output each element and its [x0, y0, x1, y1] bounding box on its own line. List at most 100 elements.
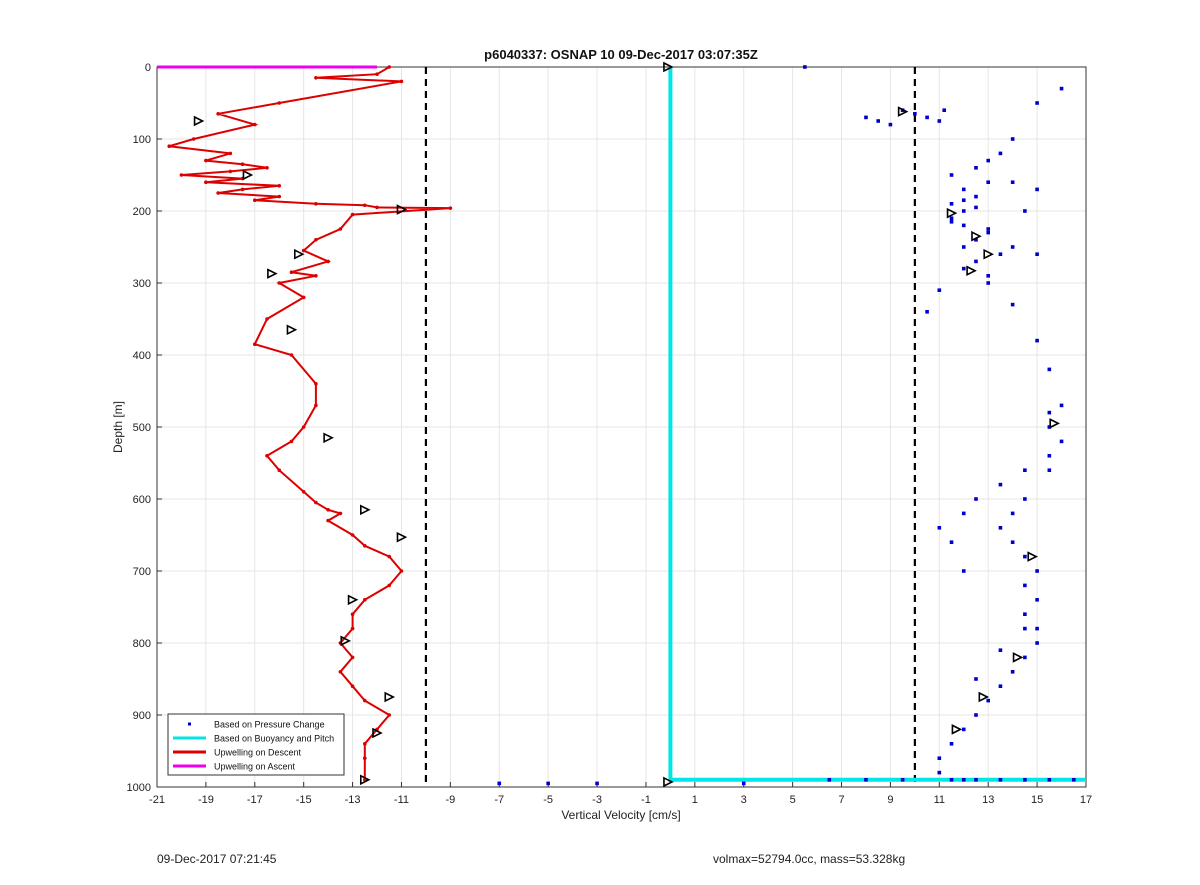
pressure-point [998, 252, 1003, 256]
legend-label: Based on Buoyancy and Pitch [214, 734, 334, 744]
series-buoyancy-line [668, 67, 1086, 782]
pressure-point [1023, 554, 1027, 559]
pressure-point [942, 108, 947, 112]
pressure-point [1035, 252, 1039, 256]
profile-marker [396, 204, 408, 215]
profile-marker [372, 727, 383, 739]
pressure-point [986, 698, 991, 703]
descent-point [289, 439, 294, 444]
pressure-point [827, 778, 832, 782]
x-tick-label: -13 [345, 794, 361, 806]
descent-point [350, 684, 355, 688]
descent-point [252, 342, 257, 347]
pressure-point [961, 198, 966, 202]
descent-point [314, 500, 318, 505]
y-tick-label: 800 [133, 638, 151, 650]
pressure-point [1023, 612, 1027, 616]
descent-point [338, 511, 343, 516]
series-descent-line [168, 66, 451, 780]
y-axis: 0 100 200 300 400 500 600 700 800 900 1000 [127, 62, 162, 794]
descent-point [350, 626, 355, 631]
pressure-point [961, 187, 966, 192]
x-axis: -21 -19 -17 -15 -13 -11 -9 -7 -5 -3 -1 1 3 5 7 9 11 13 15 1… [149, 782, 1092, 806]
pressure-point [1010, 540, 1015, 544]
pressure-point [974, 194, 978, 199]
descent-point [338, 670, 343, 674]
pressure-point [1023, 655, 1027, 660]
profile-marker [971, 230, 982, 242]
descent-point [350, 612, 355, 616]
descent-point [301, 295, 306, 300]
profile-marker [360, 504, 371, 516]
pressure-point [974, 205, 978, 210]
pressure-point [1047, 367, 1052, 372]
profile-marker [978, 691, 990, 703]
profile-marker [347, 594, 359, 606]
descent-point [363, 598, 367, 602]
descent-point [167, 144, 172, 148]
pressure-point [986, 158, 991, 163]
descent-point [387, 713, 392, 717]
x-tick-label: 9 [887, 794, 893, 806]
x-tick-label: -1 [641, 794, 651, 806]
footer-info: volmax=52794.0cc, mass=53.328kg [713, 852, 906, 866]
descent-point [301, 248, 306, 253]
pressure-point [961, 727, 966, 732]
profile-marker [663, 61, 674, 73]
pressure-point [925, 115, 929, 120]
x-tick-label: -7 [494, 794, 504, 806]
pressure-point [1023, 778, 1027, 782]
pressure-point [937, 119, 942, 123]
descent-point [375, 205, 379, 210]
x-tick-label: -11 [394, 794, 409, 806]
pressure-point [961, 511, 966, 516]
descent-point [191, 137, 196, 141]
descent-point [326, 259, 330, 264]
pressure-point [900, 778, 905, 782]
pressure-point [998, 526, 1003, 530]
pressure-point [595, 781, 599, 786]
pressure-point [961, 223, 966, 228]
descent-point [326, 518, 330, 523]
x-tick-label: -15 [296, 794, 312, 806]
descent-point [387, 554, 392, 559]
descent-point [363, 203, 367, 208]
y-tick-label: 500 [133, 422, 151, 434]
profile-marker [267, 268, 278, 279]
legend-label: Upwelling on Ascent [214, 762, 296, 772]
descent-point [448, 206, 453, 210]
x-tick-label: 7 [838, 794, 844, 806]
x-tick-label: -17 [247, 794, 263, 806]
pressure-point [974, 497, 978, 501]
pressure-point [1010, 302, 1015, 307]
descent-point [387, 65, 392, 69]
descent-point [228, 151, 233, 156]
descent-point [314, 403, 318, 408]
pressure-point [1035, 626, 1039, 631]
profile-marker [293, 248, 305, 260]
y-tick-label: 200 [133, 206, 151, 218]
descent-point [363, 742, 367, 746]
descent-point [314, 238, 318, 242]
pressure-point [1059, 86, 1064, 91]
pressure-point [864, 778, 868, 782]
pressure-point [1047, 410, 1052, 415]
x-tick-label: 15 [1031, 794, 1043, 806]
descent-point [252, 122, 257, 127]
pressure-point [925, 310, 929, 314]
pressure-point [803, 65, 807, 69]
pressure-point [986, 281, 991, 285]
pressure-point [497, 781, 502, 786]
profile-marker [1012, 652, 1024, 663]
descent-point [314, 274, 318, 278]
legend-label: Upwelling on Descent [214, 748, 302, 758]
x-tick-label: -21 [149, 794, 165, 806]
y-tick-label: 300 [133, 278, 151, 290]
descent-point [363, 698, 367, 703]
pressure-point [974, 259, 978, 264]
descent-point [363, 544, 367, 548]
pressure-point [913, 112, 917, 116]
profile-marker [193, 115, 205, 127]
pressure-point [937, 770, 942, 775]
pressure-point [1071, 778, 1076, 782]
